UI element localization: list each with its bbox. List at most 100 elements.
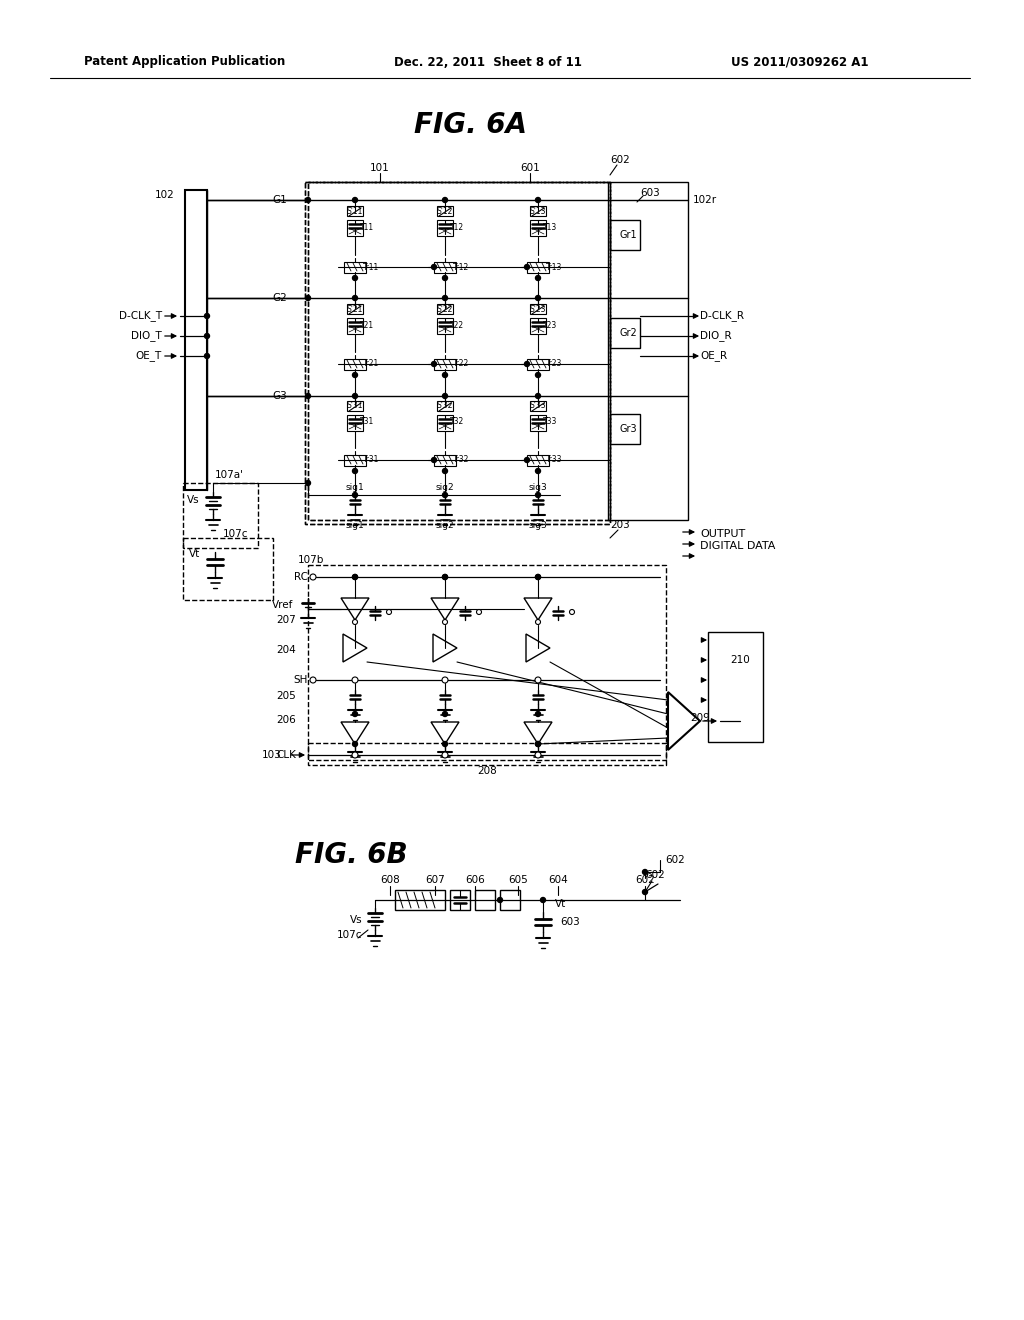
- Circle shape: [352, 469, 357, 474]
- Circle shape: [642, 870, 647, 874]
- Text: T32: T32: [450, 417, 464, 426]
- Text: 607: 607: [425, 875, 444, 884]
- Circle shape: [352, 619, 357, 624]
- Bar: [530, 318, 546, 334]
- Text: OE_T: OE_T: [136, 351, 162, 362]
- Circle shape: [442, 469, 447, 474]
- Text: 206: 206: [276, 715, 296, 725]
- Text: Tr12: Tr12: [453, 263, 469, 272]
- Circle shape: [352, 393, 357, 399]
- Circle shape: [541, 898, 546, 903]
- Circle shape: [431, 458, 436, 462]
- Text: Tr22: Tr22: [453, 359, 469, 368]
- Bar: [708, 632, 763, 742]
- Bar: [183, 483, 258, 548]
- Text: S'21: S'21: [347, 305, 364, 314]
- Text: 107c: 107c: [337, 931, 362, 940]
- Bar: [527, 359, 549, 370]
- Text: 606: 606: [465, 875, 485, 884]
- Text: 203: 203: [610, 520, 630, 531]
- Bar: [437, 220, 453, 236]
- Circle shape: [310, 677, 316, 682]
- Bar: [437, 206, 453, 216]
- Text: sig1: sig1: [346, 520, 365, 529]
- Text: sig2: sig2: [435, 520, 455, 529]
- Bar: [434, 359, 456, 370]
- Circle shape: [352, 296, 357, 301]
- Text: T11: T11: [360, 223, 374, 231]
- Bar: [183, 539, 273, 601]
- Circle shape: [536, 372, 541, 378]
- Circle shape: [352, 574, 357, 579]
- Bar: [347, 401, 362, 411]
- Text: T21: T21: [360, 321, 374, 330]
- Text: Patent Application Publication: Patent Application Publication: [84, 55, 286, 69]
- Bar: [527, 455, 549, 466]
- Bar: [527, 261, 549, 273]
- Circle shape: [442, 574, 447, 579]
- Circle shape: [305, 296, 310, 301]
- Text: DIO_R: DIO_R: [700, 330, 731, 342]
- Circle shape: [442, 752, 449, 758]
- Bar: [434, 455, 456, 466]
- Text: 210: 210: [730, 655, 750, 665]
- Text: S'11: S'11: [347, 206, 364, 215]
- Text: 107b: 107b: [298, 554, 325, 565]
- Bar: [185, 190, 207, 490]
- Text: sig1: sig1: [346, 483, 365, 491]
- Text: T31: T31: [359, 417, 374, 426]
- Bar: [305, 182, 610, 524]
- Circle shape: [536, 574, 541, 579]
- Circle shape: [476, 610, 481, 615]
- Text: T13: T13: [543, 223, 557, 231]
- Text: T23: T23: [543, 321, 557, 330]
- Circle shape: [310, 574, 316, 579]
- Text: FIG. 6B: FIG. 6B: [295, 841, 408, 869]
- Text: Tr23: Tr23: [546, 359, 562, 368]
- Text: Tr11: Tr11: [362, 263, 379, 272]
- Text: G3: G3: [272, 391, 287, 401]
- Text: 209: 209: [690, 713, 710, 723]
- Text: US 2011/0309262 A1: US 2011/0309262 A1: [731, 55, 868, 69]
- Text: D-CLK_R: D-CLK_R: [700, 310, 744, 322]
- Circle shape: [352, 677, 358, 682]
- Text: G2: G2: [272, 293, 287, 304]
- Bar: [347, 414, 362, 432]
- Bar: [608, 182, 688, 520]
- Bar: [437, 414, 453, 432]
- Circle shape: [442, 198, 447, 202]
- Text: OE_R: OE_R: [700, 351, 727, 362]
- Circle shape: [352, 492, 357, 498]
- Text: 102: 102: [156, 190, 175, 201]
- Circle shape: [352, 711, 357, 717]
- Bar: [530, 206, 546, 216]
- Circle shape: [442, 492, 447, 498]
- Text: 102r: 102r: [693, 195, 717, 205]
- Text: 603: 603: [560, 917, 580, 927]
- Text: 107a': 107a': [215, 470, 244, 480]
- Circle shape: [442, 372, 447, 378]
- Text: 605: 605: [508, 875, 528, 884]
- Text: DIO_T: DIO_T: [131, 330, 162, 342]
- Circle shape: [442, 393, 447, 399]
- Text: 208: 208: [477, 766, 497, 776]
- Circle shape: [524, 458, 529, 462]
- Text: 205: 205: [276, 690, 296, 701]
- Text: 602: 602: [665, 855, 685, 865]
- Circle shape: [442, 276, 447, 281]
- Text: 101: 101: [370, 162, 390, 173]
- Bar: [347, 318, 362, 334]
- Circle shape: [524, 362, 529, 367]
- Text: Dec. 22, 2011  Sheet 8 of 11: Dec. 22, 2011 Sheet 8 of 11: [394, 55, 582, 69]
- Text: sig3: sig3: [528, 483, 548, 491]
- Bar: [308, 565, 666, 760]
- Text: S'32: S'32: [437, 401, 454, 411]
- Circle shape: [442, 619, 447, 624]
- Text: Tr32: Tr32: [453, 455, 469, 465]
- Circle shape: [536, 469, 541, 474]
- Bar: [530, 304, 546, 314]
- Text: SH: SH: [294, 675, 308, 685]
- Text: Gr2: Gr2: [620, 327, 637, 338]
- Circle shape: [431, 264, 436, 269]
- Bar: [530, 401, 546, 411]
